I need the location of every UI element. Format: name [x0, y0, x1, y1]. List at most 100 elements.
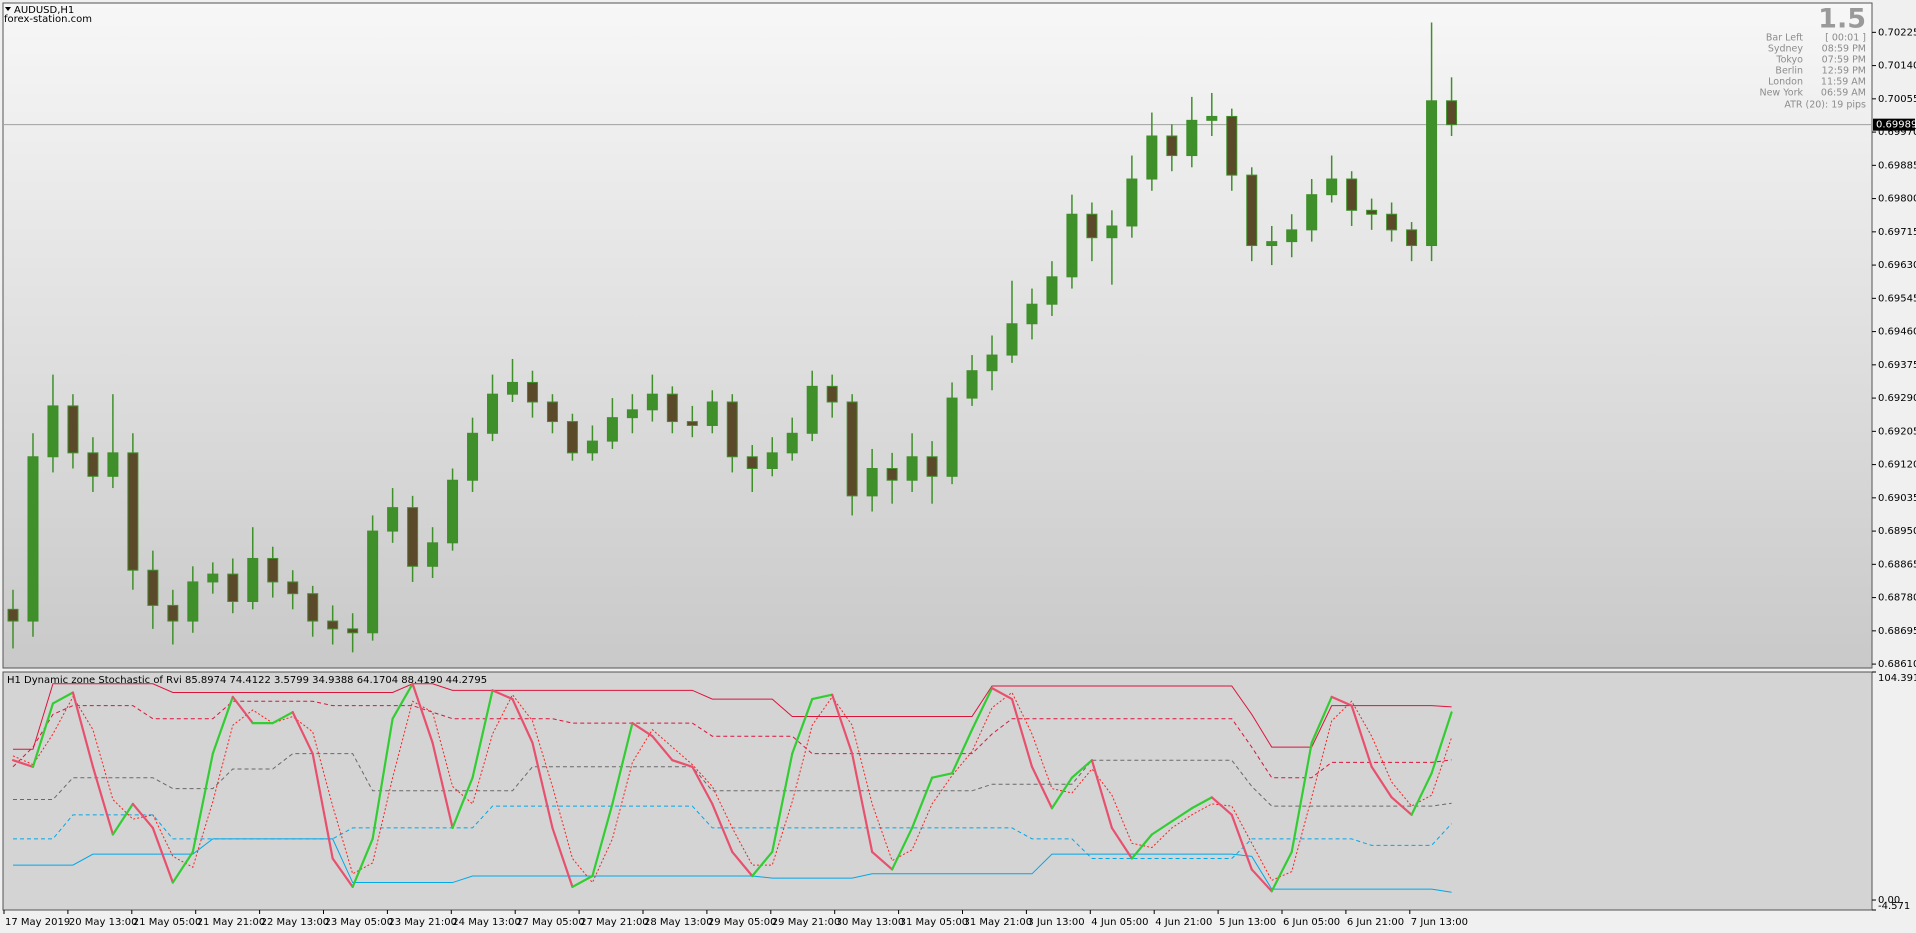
candle-body [1426, 100, 1438, 247]
stochastic-segment [791, 697, 814, 755]
stochastic-segment [51, 691, 75, 705]
y-tick-label: 0.70055 [1878, 94, 1916, 105]
stochastic-segment [970, 687, 994, 731]
candle-body [467, 432, 479, 481]
stochastic-segment [211, 695, 234, 755]
x-tick-label: 31 May 21:00 [964, 917, 1033, 928]
x-tick-label: 17 May 2019 [5, 917, 70, 928]
spread: 1.5 [1818, 4, 1866, 35]
info-value: 12:59 PM [1822, 66, 1866, 77]
stochastic-segment [311, 752, 334, 860]
candle-body [1126, 178, 1138, 227]
stochastic-segment [751, 850, 774, 878]
y-tick-label: 0.69205 [1878, 426, 1916, 437]
candle-body [846, 401, 858, 497]
stochastic-segment [1190, 796, 1213, 810]
candle-body [986, 354, 998, 372]
stochastic-segment [451, 776, 474, 830]
y-tick-label: -4.571 [1878, 901, 1910, 912]
y-tick-label: 0.69800 [1878, 194, 1916, 205]
candle-body [1346, 178, 1358, 211]
stochastic-segment [1330, 695, 1353, 707]
candle-body [946, 397, 958, 477]
candle-body [1326, 178, 1338, 196]
stochastic-segment [1370, 765, 1393, 799]
stochastic-segment [1130, 833, 1153, 860]
candle-body [7, 608, 19, 622]
stochastic-segment [151, 826, 174, 884]
stochastic-segment [431, 741, 454, 830]
candle-body [1446, 100, 1458, 126]
menu-triangle[interactable] [5, 7, 11, 11]
stochastic-segment [1410, 772, 1433, 816]
candle-body [367, 530, 379, 634]
candle-body [27, 456, 39, 622]
candle-body [1066, 213, 1078, 278]
y-tick-label: 0.69460 [1878, 327, 1916, 338]
stochastic-segment [1070, 759, 1094, 779]
y-tick-label: 0.68610 [1878, 659, 1916, 670]
symbol-title: AUDUSD,H1 [14, 5, 74, 16]
stochastic-segment [571, 874, 594, 889]
stochastic-segment [111, 802, 134, 836]
x-tick-label: 5 Jun 13:00 [1219, 917, 1276, 928]
atr: ATR (20): 19 pips [1784, 100, 1866, 111]
y-tick-label: 0.68950 [1878, 526, 1916, 537]
candle-body [906, 456, 918, 481]
candle-body [1266, 241, 1278, 247]
stochastic-segment [191, 752, 214, 854]
stochastic-segment [651, 735, 674, 762]
candle-body [1406, 229, 1418, 247]
candle-body [1106, 225, 1118, 239]
x-tick-label: 6 Jun 05:00 [1283, 917, 1340, 928]
candle-body [806, 385, 818, 434]
candle-body [47, 405, 59, 458]
x-tick-label: 27 May 21:00 [580, 917, 649, 928]
stochastic-segment [391, 682, 414, 720]
candle-body [267, 557, 279, 583]
stochastic-segment [990, 687, 1014, 701]
info-label: Bar Left [1766, 33, 1803, 44]
stochastic-segment [1350, 704, 1373, 768]
stochastic-segment [131, 802, 154, 830]
indicator-line [13, 838, 1452, 893]
x-tick-label: 6 Jun 21:00 [1347, 917, 1404, 928]
info-value: 07:59 PM [1822, 55, 1866, 66]
y-tick-label: 0.68695 [1878, 626, 1916, 637]
x-tick-label: 23 May 05:00 [325, 917, 394, 928]
x-tick-label: 4 Jun 21:00 [1155, 917, 1212, 928]
stochastic-segment [691, 765, 714, 806]
stochastic-segment [831, 693, 854, 755]
stochastic-segment [351, 837, 374, 889]
stochastic-segment [471, 689, 494, 779]
x-tick-label: 7 Jun 13:00 [1411, 917, 1468, 928]
x-tick-label: 3 Jun 13:00 [1027, 917, 1084, 928]
candle-body [826, 385, 838, 403]
indicator-line [12, 700, 1452, 779]
stochastic-segment [1170, 807, 1193, 823]
candle-body [706, 401, 718, 426]
stochastic-segment [371, 717, 394, 840]
candle-body [167, 604, 179, 622]
x-tick-label: 4 Jun 05:00 [1091, 917, 1148, 928]
candle-body [407, 507, 419, 567]
y-tick-label: 0.69035 [1878, 493, 1916, 504]
candle-body [586, 440, 598, 454]
x-tick-label: 31 May 05:00 [900, 917, 969, 928]
y-tick-label: 0.68780 [1878, 593, 1916, 604]
candle-body [327, 620, 339, 630]
candle-body [1046, 276, 1058, 305]
candle-body [566, 421, 578, 454]
candle-body [287, 581, 299, 595]
candle-body [207, 573, 219, 583]
stochastic-segment [811, 693, 834, 701]
stochastic-segment [1030, 765, 1054, 810]
candle-body [546, 401, 558, 423]
x-tick-label: 28 May 13:00 [644, 917, 713, 928]
indicator-line [13, 683, 1452, 750]
candle-body [487, 393, 499, 434]
info-label: New York [1759, 88, 1803, 99]
stochastic-segment [1430, 711, 1453, 775]
stochastic-segment [491, 689, 514, 701]
